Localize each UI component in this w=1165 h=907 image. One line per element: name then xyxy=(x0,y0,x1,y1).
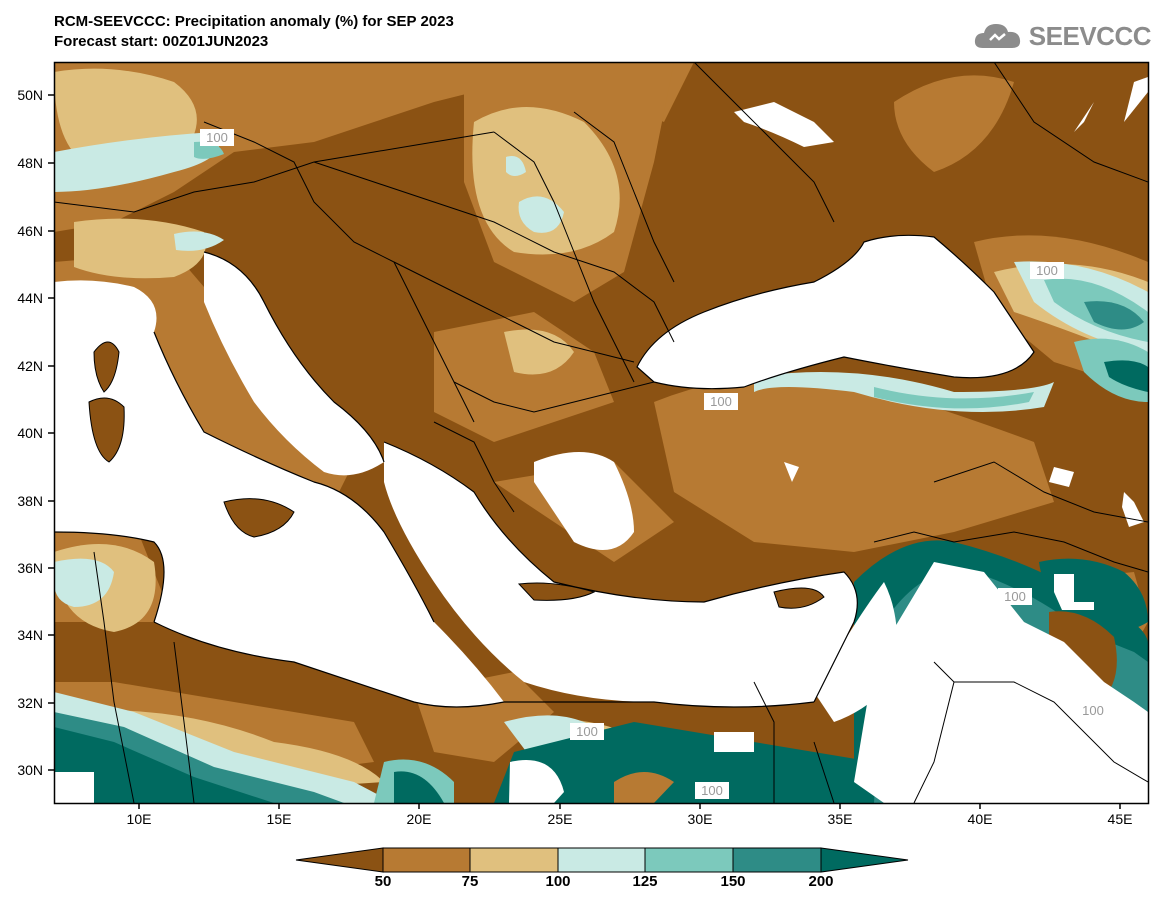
colorbar-segment xyxy=(557,847,646,873)
svg-text:100: 100 xyxy=(1082,703,1104,718)
colorbar-segment xyxy=(382,847,471,873)
colorbar-segment xyxy=(820,847,909,873)
lat-label: 46N xyxy=(17,223,43,239)
colorbar-segment xyxy=(732,847,822,873)
colorbar-segment xyxy=(469,847,559,873)
dry-pocket-egypt xyxy=(614,772,674,803)
lat-label: 36N xyxy=(17,560,43,576)
lon-label: 35E xyxy=(827,811,853,827)
lon-label: 40E xyxy=(967,811,993,827)
lon-label: 45E xyxy=(1107,811,1133,827)
lat-label: 44N xyxy=(17,290,43,306)
lat-label: 30N xyxy=(17,762,43,778)
contour-label: 100 xyxy=(570,723,604,740)
svg-text:100: 100 xyxy=(1036,263,1058,278)
contour-label: 100 xyxy=(704,393,738,410)
colorbar-label: 150 xyxy=(720,873,746,890)
logo-text: SEEVCCC xyxy=(1028,20,1152,51)
lon-label: 25E xyxy=(547,811,573,827)
contour-label: 100 xyxy=(695,782,729,799)
svg-text:100: 100 xyxy=(1004,589,1026,604)
lon-label: 15E xyxy=(266,811,292,827)
country-borders xyxy=(54,62,1148,803)
lon-label: 20E xyxy=(406,811,432,827)
title-line-2: Forecast start: 00Z01JUN2023 xyxy=(54,33,269,50)
colorbar-label: 125 xyxy=(632,873,658,890)
lat-label: 42N xyxy=(17,358,43,374)
svg-text:100: 100 xyxy=(701,783,723,798)
colorbar-label: 100 xyxy=(545,873,571,890)
svg-text:100: 100 xyxy=(710,394,732,409)
colorbar-label: 75 xyxy=(461,873,479,890)
colorbar-segment xyxy=(295,847,384,873)
sea-areas xyxy=(54,77,1148,803)
lat-label: 50N xyxy=(17,87,43,103)
contour-label: 100 xyxy=(1076,702,1110,719)
colorbar-label: 50 xyxy=(374,873,392,890)
coastlines xyxy=(54,234,1035,708)
lat-label: 38N xyxy=(17,493,43,509)
islands xyxy=(88,341,825,609)
colorbar-label: 200 xyxy=(808,873,834,890)
lat-label: 32N xyxy=(17,695,43,711)
title-line-1: RCM-SEEVCCC: Precipitation anomaly (%) f… xyxy=(54,13,454,30)
colorbar-segment xyxy=(644,847,734,873)
map-title: RCM-SEEVCCC: Precipitation anomaly (%) f… xyxy=(54,12,454,52)
svg-text:100: 100 xyxy=(206,130,228,145)
lat-label: 34N xyxy=(17,627,43,643)
lon-label: 30E xyxy=(687,811,713,827)
contour-label: 100 xyxy=(1030,262,1064,279)
contour-label: 100 xyxy=(998,588,1032,605)
lat-label: 48N xyxy=(17,155,43,171)
cloud-icon xyxy=(974,24,1020,48)
svg-text:100: 100 xyxy=(576,724,598,739)
lon-label: 10E xyxy=(126,811,152,827)
lat-label: 40N xyxy=(17,425,43,441)
precipitation-anomaly-map: 100 100 100 100 100 100 100 xyxy=(54,62,1148,803)
contour-label: 100 xyxy=(200,129,234,146)
contour-labels: 100 100 100 100 100 100 100 xyxy=(200,129,1110,799)
seevccc-logo: SEEVCCC xyxy=(973,20,1152,52)
